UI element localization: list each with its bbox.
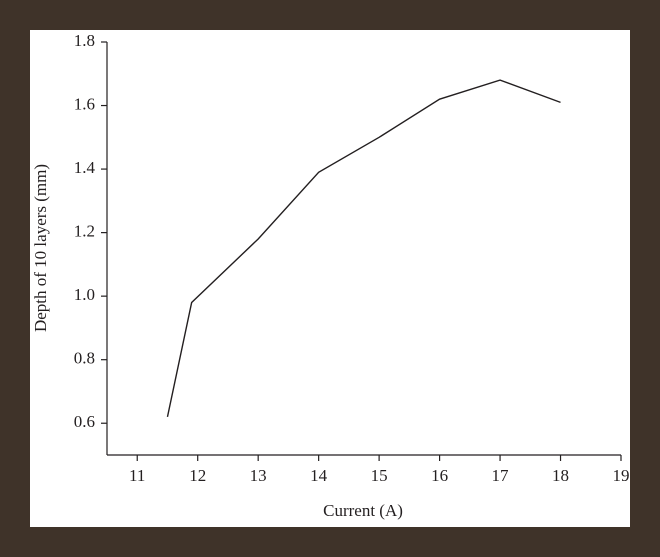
y-tick-label: 1.8 (74, 31, 95, 50)
y-tick-label: 1.2 (74, 222, 95, 241)
y-tick-label: 0.6 (74, 412, 95, 431)
x-tick-label: 15 (371, 466, 388, 485)
x-axis-label: Current (A) (323, 501, 403, 520)
data-line (166, 79, 561, 418)
x-tick-label: 19 (613, 466, 630, 485)
x-tick-label: 11 (129, 466, 145, 485)
x-tick-label: 13 (250, 466, 267, 485)
x-tick-label: 14 (310, 466, 328, 485)
y-axis-label: Depth of 10 layers (mm) (31, 164, 50, 332)
x-tick-label: 18 (552, 466, 569, 485)
x-tick-label: 16 (431, 466, 448, 485)
x-tick-label: 12 (189, 466, 206, 485)
x-tick-label: 17 (492, 466, 510, 485)
y-tick-label: 0.8 (74, 349, 95, 368)
chart-panel (30, 30, 630, 527)
y-tick-label: 1.6 (74, 94, 95, 113)
y-tick-label: 1.4 (74, 158, 96, 177)
y-tick-label: 1.0 (74, 285, 95, 304)
